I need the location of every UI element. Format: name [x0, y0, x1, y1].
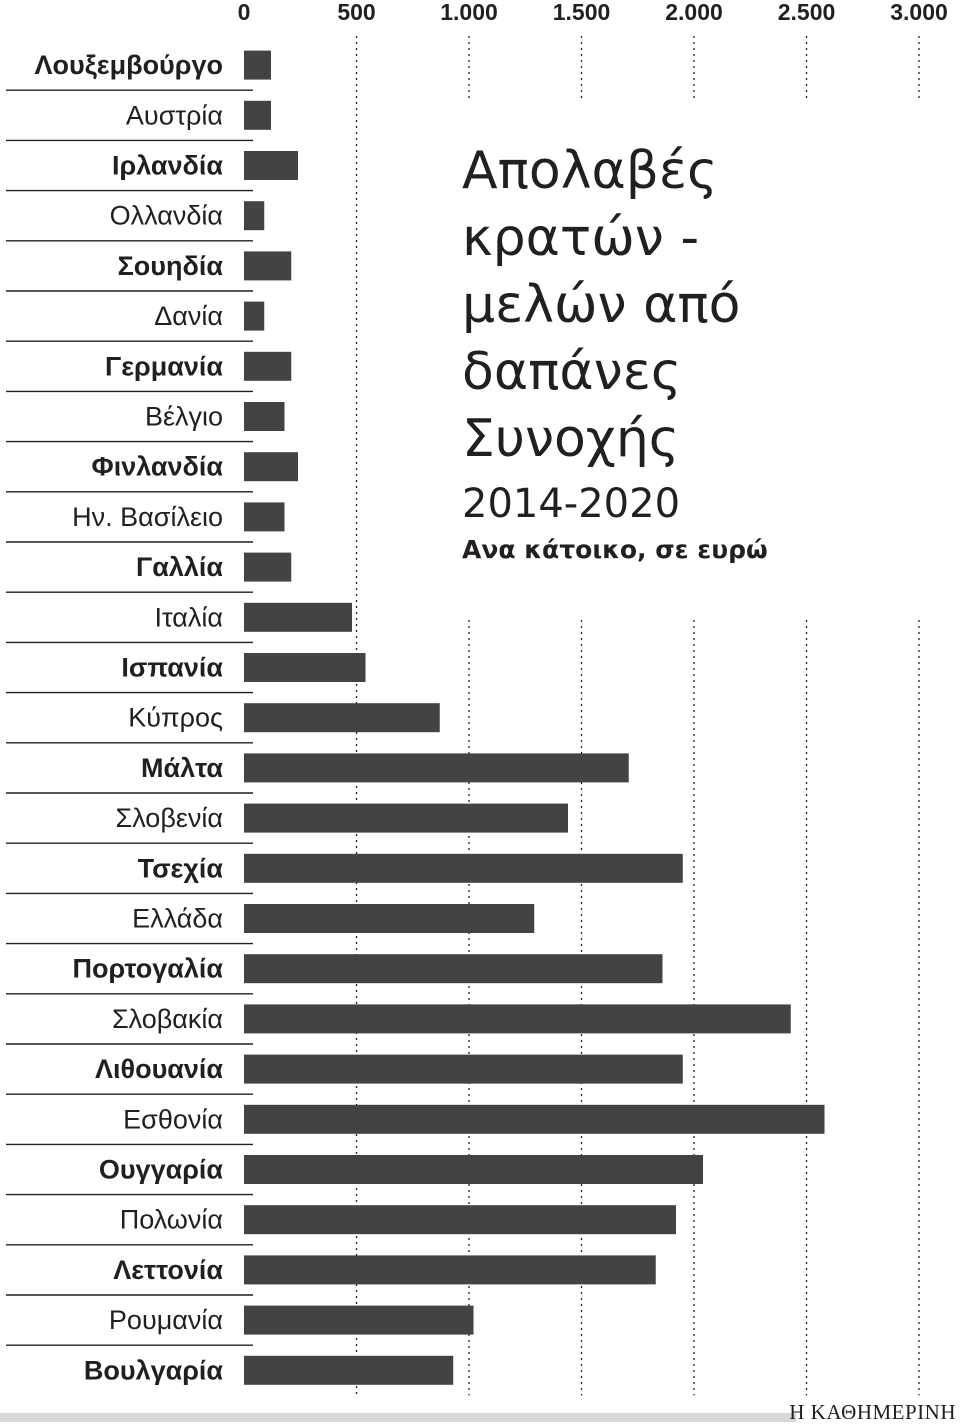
category-label: Φινλανδία [92, 452, 224, 482]
category-label: Λεττονία [113, 1255, 223, 1285]
bar [244, 502, 285, 532]
category-label: Ολλανδία [110, 201, 223, 231]
bar [244, 703, 440, 733]
bar [244, 1255, 656, 1285]
bar [244, 1155, 703, 1184]
category-label: Ιρλανδία [112, 151, 223, 181]
category-label: Λουξεμβούργο [35, 50, 223, 80]
x-tick-label-1000: 1.000 [440, 0, 498, 25]
bar [244, 402, 285, 431]
category-label: Βέλγιο [145, 402, 223, 432]
bar [244, 100, 271, 130]
x-tick-label-1500: 1.500 [553, 0, 611, 25]
bar [244, 151, 298, 180]
title-block: Απολαβές κρατών - μελών από δαπάνες Συνο… [462, 138, 942, 564]
category-label: Τσεχία [138, 853, 224, 883]
category-label: Σουηδία [118, 251, 224, 281]
bar [244, 301, 265, 331]
category-label: Αυστρία [126, 100, 223, 130]
category-label: Μάλτα [141, 753, 223, 783]
bar [244, 602, 352, 632]
category-label: Ελλάδα [132, 904, 223, 934]
bar [244, 1355, 454, 1385]
category-label: Λιθουανία [95, 1054, 223, 1084]
category-label: Εσθονία [123, 1104, 223, 1134]
bar [244, 753, 629, 783]
category-label: Πορτογαλία [73, 954, 224, 984]
category-label: Γαλλία [136, 552, 223, 582]
category-label: Σλοβενία [116, 803, 223, 833]
bar [244, 1054, 683, 1084]
x-tick-label-500: 500 [337, 0, 375, 25]
category-label: Δανία [154, 301, 223, 331]
bar [244, 50, 271, 80]
category-label: Ρουμανία [109, 1305, 223, 1335]
x-tick-label-3000: 3.000 [890, 0, 948, 25]
category-label: Ιταλία [154, 602, 223, 632]
bar [244, 954, 663, 984]
category-label: Πολωνία [120, 1205, 223, 1235]
bar [244, 904, 535, 933]
category-label: Ην. Βασίλειο [72, 502, 223, 532]
bar [244, 251, 292, 281]
unit-label: Ανα κάτοικο, σε ευρώ [462, 535, 768, 564]
bar [244, 1305, 474, 1335]
category-label: Ισπανία [121, 653, 223, 683]
bar [244, 201, 265, 231]
category-label: Κύπρος [128, 703, 223, 733]
chart-subtitle: 2014-2020 [462, 481, 681, 527]
footer-band [0, 1413, 796, 1422]
source-credit: Η ΚΑΘΗΜΕΡΙΝΗ [789, 1400, 956, 1424]
x-tick-label-2000: 2.000 [665, 0, 723, 25]
bar [244, 1205, 676, 1235]
bar [244, 351, 292, 381]
category-label: Γερμανία [105, 351, 223, 381]
category-label: Σλοβακία [112, 1004, 223, 1034]
category-label: Βουλγαρία [84, 1355, 224, 1385]
category-label: Ουγγαρία [99, 1155, 224, 1185]
bar [244, 1004, 791, 1034]
bar [244, 452, 298, 482]
bar [244, 853, 683, 883]
bar [244, 1104, 825, 1134]
x-tick-label-2500: 2.500 [778, 0, 836, 25]
bar [244, 803, 568, 833]
bar [244, 552, 292, 582]
x-tick-label-0: 0 [238, 0, 251, 25]
chart-title: Απολαβές κρατών - μελών από δαπάνες Συνο… [462, 141, 741, 469]
bar [244, 653, 366, 682]
